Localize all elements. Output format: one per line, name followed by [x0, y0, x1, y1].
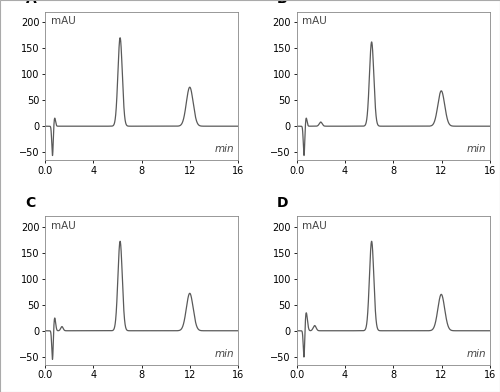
Text: A: A	[26, 0, 36, 6]
Text: min: min	[215, 144, 234, 154]
Text: mAU: mAU	[51, 221, 76, 231]
Text: mAU: mAU	[51, 16, 76, 26]
Text: C: C	[26, 196, 36, 211]
Text: min: min	[215, 348, 234, 359]
Text: mAU: mAU	[302, 16, 327, 26]
Text: min: min	[466, 144, 486, 154]
Text: min: min	[466, 348, 486, 359]
Text: D: D	[277, 196, 288, 211]
Text: B: B	[277, 0, 288, 6]
Text: mAU: mAU	[302, 221, 327, 231]
